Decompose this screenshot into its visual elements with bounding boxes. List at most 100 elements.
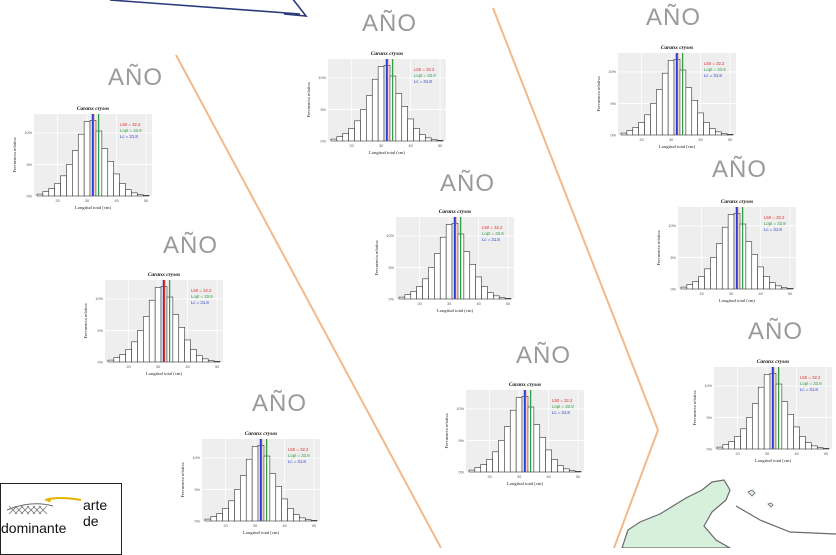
reference-label: Lc = 31.8 — [552, 410, 570, 415]
histogram-bar — [751, 254, 758, 290]
map-land-icon — [621, 479, 732, 548]
y-axis-label: Frecuencia relativa — [692, 390, 697, 425]
histogram-bar — [299, 517, 306, 522]
histogram-bar — [661, 72, 669, 136]
histogram-bar — [430, 139, 438, 142]
histogram-bar — [811, 445, 818, 450]
histogram-bar — [697, 112, 704, 136]
histogram-bar — [428, 267, 435, 300]
histogram-bar — [716, 243, 723, 290]
reference-label: Lopt = 33.9 — [191, 294, 213, 299]
histogram-bar — [48, 188, 55, 197]
histogram-bar — [727, 214, 735, 290]
y-tick-label: 5% — [611, 102, 617, 106]
histogram-bar — [799, 436, 806, 450]
histogram-bar — [172, 314, 180, 363]
panel-title: Caranx crysos — [509, 382, 542, 388]
histogram-bar — [281, 498, 288, 522]
x-tick-label: 40 — [698, 138, 702, 142]
histogram-bar — [703, 122, 710, 136]
y-axis-label: Frecuencia relativa — [596, 76, 601, 111]
x-tick-label: 20 — [55, 199, 59, 203]
histogram-bar — [210, 516, 218, 522]
histogram-bar — [142, 195, 150, 197]
x-tick-label: 50 — [576, 475, 580, 479]
histogram-bar — [287, 508, 294, 522]
histogram-bar — [816, 447, 824, 450]
x-tick-label: 30 — [517, 475, 521, 479]
y-axis-label: Frecuencia relativa — [656, 230, 661, 265]
x-axis-label: Longitud total (cm) — [146, 371, 182, 376]
y-tick-label: 10% — [608, 70, 616, 74]
year-label: AÑO — [646, 4, 702, 31]
x-tick-label: 20 — [349, 144, 353, 148]
histogram-bar — [626, 130, 634, 136]
x-tick-label: 50 — [215, 365, 219, 369]
histogram-bar — [404, 294, 412, 300]
x-tick-label: 20 — [417, 302, 421, 306]
histogram-bar — [143, 316, 150, 363]
histogram-bar — [509, 409, 517, 473]
histogram-bar — [113, 357, 121, 363]
y-tick-label: 10% — [386, 234, 394, 238]
histogram-bar — [119, 183, 126, 197]
histogram-bar — [691, 100, 698, 136]
histogram-bar — [780, 287, 788, 290]
histogram-bar — [72, 150, 79, 197]
histogram-bar — [686, 284, 694, 290]
divider-line-right — [492, 7, 660, 548]
histogram-bar — [330, 138, 338, 142]
histogram-bar — [763, 276, 770, 290]
histogram-bar — [348, 128, 355, 142]
histogram-bar — [805, 442, 812, 450]
fishing-net-icon — [6, 497, 82, 515]
y-tick-label: 5% — [321, 108, 327, 112]
reference-label: L50 = 32.2 — [764, 215, 785, 220]
x-axis-label: Longitud total (cm) — [75, 205, 111, 210]
histogram-bar — [468, 469, 476, 473]
histogram-bar — [650, 103, 657, 136]
histogram-bar — [545, 449, 552, 473]
panel-title: Caranx crysos — [757, 359, 790, 365]
histogram-bar — [410, 291, 417, 300]
histogram-bar — [734, 436, 741, 450]
y-tick-label: 10% — [456, 407, 464, 411]
x-tick-label: 30 — [379, 144, 383, 148]
reference-label: Lc = 31.8 — [191, 300, 209, 305]
histogram-bar — [401, 106, 408, 142]
year-label: AÑO — [163, 232, 219, 259]
x-tick-label: 30 — [85, 199, 89, 203]
y-axis-label: Frecuencia relativa — [444, 413, 449, 448]
histogram-bar — [148, 299, 156, 363]
year-label: AÑO — [712, 156, 768, 183]
histogram-bar — [481, 286, 488, 300]
histogram-bar — [407, 118, 414, 142]
x-tick-label: 20 — [126, 365, 130, 369]
histogram-bar — [113, 173, 120, 197]
x-tick-label: 20 — [735, 452, 739, 456]
histogram-bar — [667, 60, 675, 136]
reference-label: Lopt = 33.9 — [414, 73, 436, 78]
histogram-bar — [413, 128, 420, 142]
y-tick-label: 0% — [98, 360, 104, 364]
histogram-bar — [425, 137, 432, 142]
histogram-bar — [125, 189, 132, 197]
y-axis-label: Frecuencia relativa — [12, 137, 17, 172]
y-tick-label: 0% — [671, 287, 677, 291]
histogram-bar — [310, 520, 318, 522]
histogram-bar — [398, 296, 406, 300]
histogram-bar — [154, 287, 162, 363]
histogram-bar — [685, 87, 693, 136]
y-tick-label: 5% — [671, 256, 677, 260]
y-tick-label: 0% — [611, 133, 617, 137]
histogram-bar — [463, 251, 471, 300]
histogram-bar — [721, 226, 729, 290]
legend-line-1: arte de — [83, 497, 108, 529]
histogram-bar — [539, 437, 546, 473]
histogram-bar — [680, 286, 688, 290]
histogram-bar — [107, 161, 114, 197]
